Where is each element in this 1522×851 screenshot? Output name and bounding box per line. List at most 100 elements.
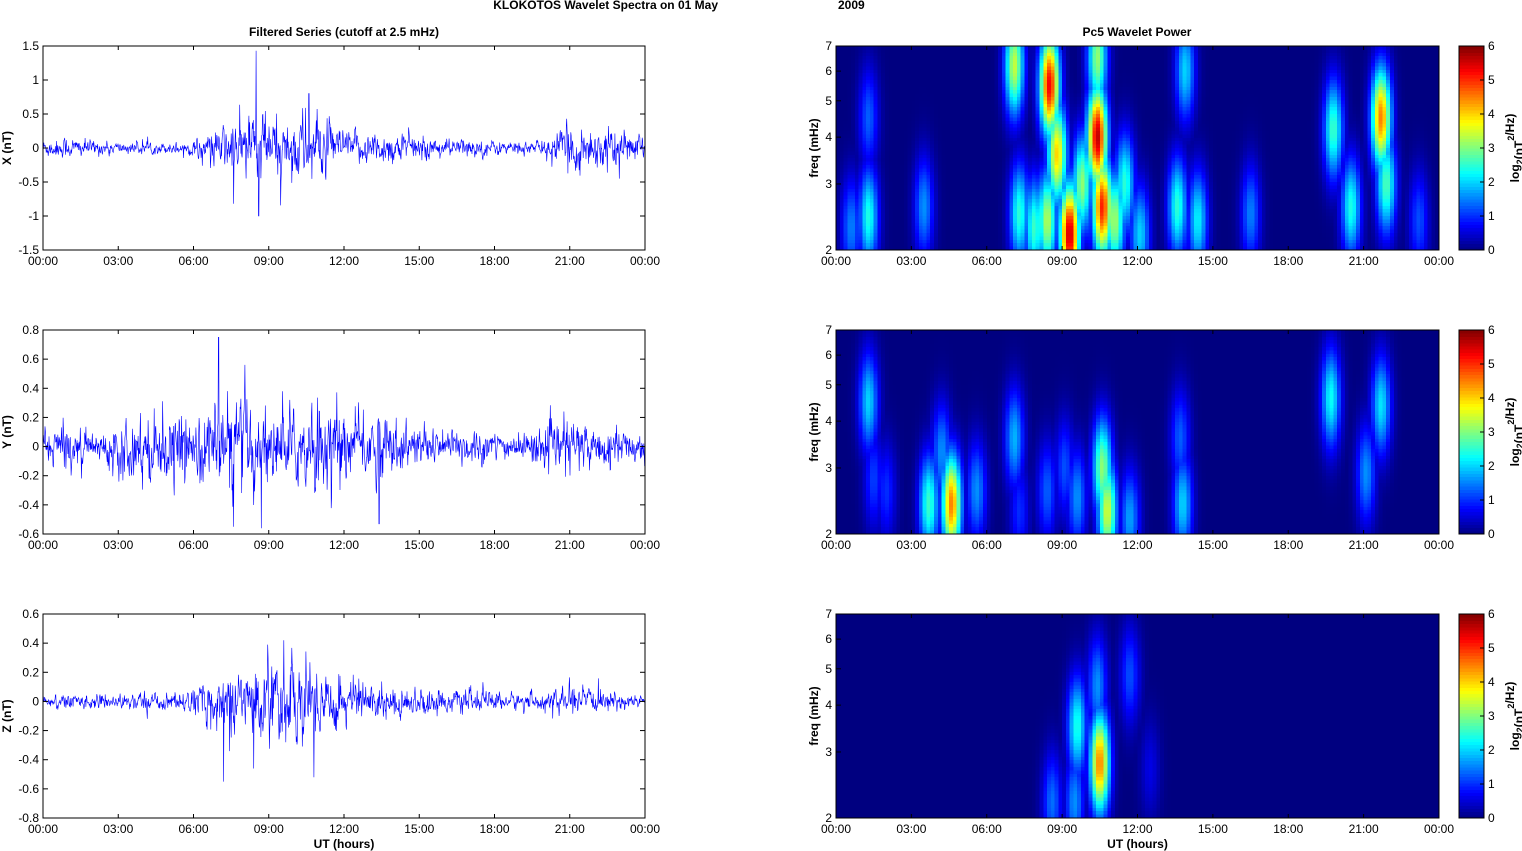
heatmap-cell xyxy=(1182,100,1187,105)
heatmap-cell xyxy=(873,120,878,125)
heatmap-cell xyxy=(907,114,912,118)
heatmap-cell xyxy=(941,93,946,98)
heatmap-cell xyxy=(1325,56,1331,60)
heatmap-cell xyxy=(836,59,841,64)
heatmap-cell xyxy=(926,56,931,60)
heatmap-cell xyxy=(967,103,973,108)
heatmap-cell xyxy=(862,144,867,149)
heatmap-cell xyxy=(1295,76,1300,81)
heatmap-cell xyxy=(1284,131,1289,135)
heatmap-cell xyxy=(1348,97,1353,101)
heatmap-cell xyxy=(1420,124,1425,128)
heatmap-cell xyxy=(1284,103,1289,108)
heatmap-cell xyxy=(1224,114,1229,118)
heatmap-cell xyxy=(1276,86,1282,91)
heatmap-cell xyxy=(1031,117,1037,122)
heatmap-cell xyxy=(1069,69,1074,74)
heatmap-cell xyxy=(1431,66,1436,71)
heatmap-cell xyxy=(1197,49,1202,54)
heatmap-cell xyxy=(1427,107,1432,111)
heatmap-cell xyxy=(1148,137,1153,142)
heatmap-cell xyxy=(1160,76,1165,81)
heatmap-cell xyxy=(922,117,927,122)
heatmap-cell xyxy=(1254,69,1259,74)
heatmap-cell xyxy=(1137,137,1142,142)
heatmap-cell xyxy=(994,49,999,54)
heatmap-cell xyxy=(1129,124,1135,128)
heatmap-cell xyxy=(884,148,890,152)
heatmap-cell xyxy=(1122,131,1127,135)
heatmap-cell xyxy=(937,131,942,135)
heatmap-cell xyxy=(982,93,988,98)
heatmap-cell xyxy=(1080,103,1086,108)
heatmap-cell xyxy=(1050,124,1055,128)
heatmap-cell xyxy=(851,134,856,139)
heatmap-cell xyxy=(930,131,935,135)
heatmap-cell xyxy=(1114,114,1120,118)
heatmap-cell xyxy=(1405,124,1410,128)
heatmap-cell xyxy=(1224,100,1229,105)
heatmap-cell xyxy=(1160,46,1165,50)
heatmap-cell xyxy=(1307,134,1312,139)
heatmap-cell xyxy=(854,93,860,98)
heatmap-cell xyxy=(918,127,924,132)
heatmap-cell xyxy=(1103,76,1108,81)
heatmap-cell xyxy=(1111,86,1116,91)
heatmap-cell xyxy=(1028,66,1033,71)
heatmap-cell xyxy=(1129,90,1135,94)
heatmap-cell xyxy=(1212,144,1218,149)
heatmap-cell xyxy=(1148,63,1153,67)
heatmap-cell xyxy=(1054,131,1059,135)
heatmap-cell xyxy=(907,83,912,88)
heatmap-cell xyxy=(1318,110,1323,115)
heatmap-cell xyxy=(1058,127,1063,132)
heatmap-cell xyxy=(933,131,939,135)
heatmap-cell xyxy=(1337,103,1342,108)
heatmap-cell xyxy=(926,93,931,98)
heatmap-cell xyxy=(1171,49,1176,54)
heatmap-cell xyxy=(1194,97,1199,101)
heatmap-cell xyxy=(1197,127,1202,132)
heatmap-cell xyxy=(1374,100,1380,105)
heatmap-cell xyxy=(1016,52,1022,57)
heatmap-cell xyxy=(862,100,867,105)
heatmap-cell xyxy=(1167,120,1172,125)
heatmap-cell xyxy=(1292,110,1297,115)
heatmap-cell xyxy=(1148,93,1153,98)
heatmap-cell xyxy=(960,134,965,139)
heatmap-cell xyxy=(986,144,991,149)
heatmap-cell xyxy=(866,134,871,139)
heatmap-cell xyxy=(884,120,890,125)
heatmap-cell xyxy=(873,97,878,101)
heatmap-cell xyxy=(884,52,890,57)
heatmap-cell xyxy=(1069,137,1074,142)
heatmap-cell xyxy=(1427,90,1432,94)
heatmap-cell xyxy=(1420,110,1425,115)
heatmap-cell xyxy=(1374,66,1380,71)
heatmap-cell xyxy=(1043,97,1048,101)
heatmap-cell xyxy=(869,52,875,57)
heatmap-cell xyxy=(1356,144,1361,149)
heatmap-cell xyxy=(903,144,909,149)
heatmap-cell xyxy=(994,46,999,50)
heatmap-cell xyxy=(903,137,909,142)
heatmap-cell xyxy=(1269,90,1274,94)
heatmap-cell xyxy=(1039,86,1044,91)
heatmap-cell xyxy=(937,73,942,77)
heatmap-cell xyxy=(1118,76,1123,81)
heatmap-cell xyxy=(1212,100,1218,105)
heatmap-cell xyxy=(1273,117,1278,122)
heatmap-cell xyxy=(1254,56,1259,60)
heatmap-cell xyxy=(1231,90,1236,94)
heatmap-cell xyxy=(952,69,957,74)
heatmap-cell xyxy=(1408,141,1414,145)
heatmap-cell xyxy=(1016,49,1022,54)
heatmap-cell xyxy=(1212,49,1218,54)
heatmap-cell xyxy=(937,134,942,139)
heatmap-cell xyxy=(1325,73,1331,77)
heatmap-cell xyxy=(933,127,939,132)
heatmap-cell xyxy=(1359,69,1365,74)
heatmap-cell xyxy=(1243,46,1248,50)
heatmap-cell xyxy=(979,134,984,139)
heatmap-cell xyxy=(1145,114,1150,118)
